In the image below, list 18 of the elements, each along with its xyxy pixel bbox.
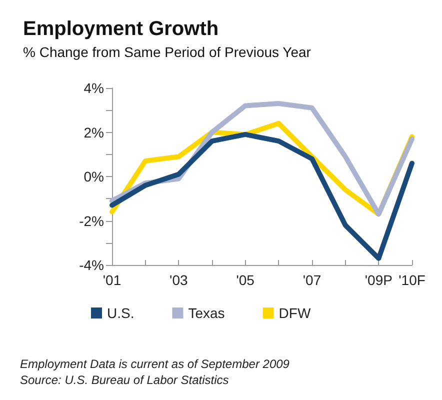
text: Employment Data is current as of September 2009 xyxy=(20,357,290,371)
x-tick-label: '01 xyxy=(102,272,122,288)
y-tick-label: -4% xyxy=(79,257,104,273)
chart-title: Employment Growth xyxy=(23,18,219,40)
x-tick-label: '03 xyxy=(170,272,188,288)
x-tick-label: '09P xyxy=(364,272,392,288)
legend-label: Texas xyxy=(188,305,225,321)
legend-label: U.S. xyxy=(107,305,134,321)
y-tick-label: 0% xyxy=(84,168,104,184)
x-tick-label: '07 xyxy=(302,272,322,288)
x-tick-label: '05 xyxy=(236,272,255,288)
chart-subtitle: % Change from Same Period of Previous Year xyxy=(23,44,312,60)
legend-label: DFW xyxy=(278,305,312,321)
y-tick-label: -2% xyxy=(79,212,104,229)
y-tick-label: 2% xyxy=(84,124,104,140)
y-tick-label: 4% xyxy=(84,80,104,96)
x-tick-label: '10F xyxy=(398,272,426,288)
source-note: Source: U.S. Bureau of Labor Statistics xyxy=(20,373,229,387)
